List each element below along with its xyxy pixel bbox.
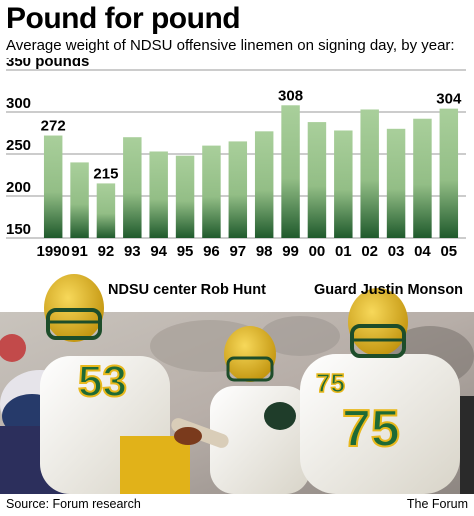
- x-tick-label: 04: [414, 243, 431, 260]
- players-photo: 53 75 75: [0, 266, 474, 494]
- bar: [254, 131, 274, 238]
- bar: [43, 135, 63, 238]
- bar: [307, 122, 327, 238]
- x-tick-label: 93: [124, 243, 141, 260]
- y-axis-labels: 150 200 250 300 350 pounds: [6, 58, 89, 238]
- x-tick-label: 96: [203, 243, 220, 260]
- y-tick-label: 300: [6, 95, 31, 112]
- x-tick-label: 94: [150, 243, 167, 260]
- x-tick-label: 97: [229, 243, 246, 260]
- x-tick-label: 92: [98, 243, 115, 260]
- data-label: 308: [278, 87, 303, 104]
- bar: [439, 108, 459, 238]
- x-tick-label: 95: [177, 243, 194, 260]
- x-tick-label: 98: [256, 243, 273, 260]
- data-label: 215: [93, 165, 118, 182]
- bars: [43, 105, 459, 238]
- x-axis-labels: 1990 91 92 93 94 95 96 97 98 99 00 01 02 03 04 05: [37, 243, 458, 260]
- bar: [149, 151, 168, 238]
- source-note: Source: Forum research: [6, 497, 141, 511]
- bar: [334, 130, 353, 238]
- bar: [175, 155, 195, 238]
- x-tick-label: 91: [71, 243, 88, 260]
- y-tick-label: 200: [6, 179, 31, 196]
- bar: [360, 109, 379, 238]
- data-labels: 272 215 308 304: [41, 87, 462, 182]
- x-tick-label: 1990: [37, 243, 70, 260]
- x-tick-label: 03: [388, 243, 405, 260]
- bar: [228, 141, 248, 238]
- chart-title: Pound for pound: [6, 2, 241, 35]
- bar: [281, 105, 300, 238]
- bar: [123, 137, 142, 238]
- bar: [70, 162, 89, 238]
- x-tick-label: 99: [282, 243, 299, 260]
- credit-note: The Forum: [406, 497, 468, 511]
- photo-caption-left: NDSU center Rob Hunt: [108, 282, 266, 298]
- x-tick-label: 00: [309, 243, 326, 260]
- y-tick-label: 350 pounds: [6, 58, 89, 70]
- photo-caption-right: Guard Justin Monson: [314, 282, 464, 298]
- data-label: 272: [41, 118, 66, 135]
- x-tick-label: 02: [361, 243, 378, 260]
- x-tick-label: 05: [440, 243, 457, 260]
- bar: [202, 145, 221, 238]
- data-label: 304: [436, 91, 462, 108]
- bar: [386, 128, 406, 238]
- bar: [413, 118, 432, 238]
- svg-text:75: 75: [316, 368, 345, 398]
- svg-text:53: 53: [78, 357, 127, 406]
- y-tick-label: 150: [6, 221, 31, 238]
- bar: [96, 183, 116, 238]
- y-tick-label: 250: [6, 137, 31, 154]
- svg-text:75: 75: [342, 400, 400, 458]
- chart-subtitle: Average weight of NDSU offensive linemen…: [6, 37, 455, 54]
- bar-chart: 272 215 308 304 150 200 250 300 350 pounds 1990…: [6, 58, 466, 260]
- x-tick-label: 01: [335, 243, 352, 260]
